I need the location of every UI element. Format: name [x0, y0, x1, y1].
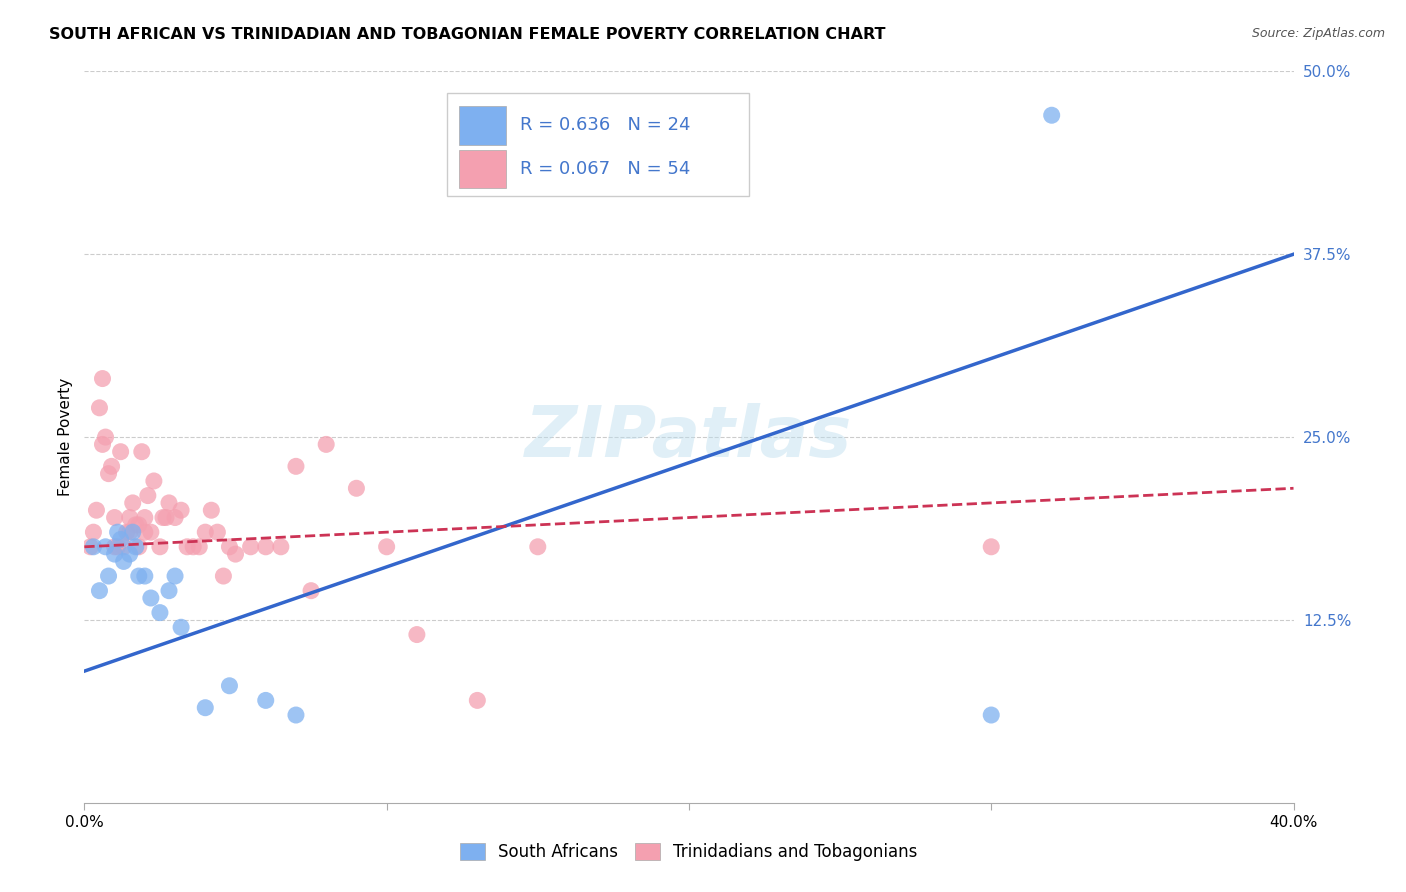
Text: Source: ZipAtlas.com: Source: ZipAtlas.com [1251, 27, 1385, 40]
Point [110, 444, 132, 458]
Text: ZIPatlas: ZIPatlas [526, 402, 852, 472]
Point [181, 540, 204, 554]
Point [115, 525, 138, 540]
Point [94, 540, 117, 554]
Point [112, 554, 135, 568]
Point [285, 459, 308, 474]
Point [100, 459, 122, 474]
Text: R = 0.067   N = 54: R = 0.067 N = 54 [520, 161, 690, 178]
Point [89, 583, 111, 598]
Point [131, 444, 153, 458]
Point [118, 510, 141, 524]
Point [406, 627, 429, 641]
Point [86, 503, 108, 517]
Point [157, 583, 180, 598]
Point [218, 540, 240, 554]
Point [239, 540, 262, 554]
Point [254, 540, 277, 554]
Point [134, 569, 156, 583]
Point [176, 540, 198, 554]
Point [149, 540, 172, 554]
Point [218, 679, 240, 693]
Point [128, 517, 150, 532]
Point [315, 437, 337, 451]
Point [225, 547, 247, 561]
Point [212, 569, 235, 583]
Point [79, 540, 101, 554]
Point [110, 533, 132, 547]
Point [980, 708, 1002, 723]
Point [346, 481, 368, 495]
Point [467, 693, 489, 707]
Point [118, 547, 141, 561]
Point [107, 540, 129, 554]
Point [134, 525, 156, 540]
Point [89, 401, 111, 415]
Point [118, 525, 141, 540]
Point [142, 474, 165, 488]
FancyBboxPatch shape [460, 151, 506, 188]
Point [170, 503, 193, 517]
Point [207, 525, 229, 540]
FancyBboxPatch shape [460, 106, 506, 145]
Point [170, 620, 193, 634]
Point [91, 371, 114, 385]
Point [107, 525, 129, 540]
Point [121, 496, 143, 510]
Point [980, 540, 1002, 554]
Point [527, 540, 550, 554]
Point [97, 467, 120, 481]
Point [104, 547, 127, 561]
Point [270, 540, 292, 554]
Point [125, 517, 148, 532]
Point [139, 525, 162, 540]
Point [194, 525, 217, 540]
Point [299, 583, 322, 598]
FancyBboxPatch shape [447, 94, 749, 195]
Point [149, 606, 172, 620]
Point [112, 540, 135, 554]
Point [134, 510, 156, 524]
Legend: South Africans, Trinidadians and Tobagonians: South Africans, Trinidadians and Tobagon… [453, 836, 925, 868]
Point [285, 708, 308, 723]
Point [254, 693, 277, 707]
Point [97, 569, 120, 583]
Point [194, 700, 217, 714]
Point [136, 489, 159, 503]
Point [200, 503, 222, 517]
Point [1040, 108, 1063, 122]
Point [375, 540, 398, 554]
Y-axis label: Female Poverty: Female Poverty [58, 378, 73, 496]
Point [91, 437, 114, 451]
Point [155, 510, 177, 524]
Point [165, 510, 187, 524]
Point [104, 510, 127, 524]
Point [94, 430, 117, 444]
Point [82, 540, 104, 554]
Point [121, 525, 143, 540]
Text: SOUTH AFRICAN VS TRINIDADIAN AND TOBAGONIAN FEMALE POVERTY CORRELATION CHART: SOUTH AFRICAN VS TRINIDADIAN AND TOBAGON… [49, 27, 886, 42]
Point [128, 540, 150, 554]
Point [82, 525, 104, 540]
Point [128, 569, 150, 583]
Point [104, 540, 127, 554]
Point [188, 540, 211, 554]
Text: R = 0.636   N = 24: R = 0.636 N = 24 [520, 117, 690, 135]
Point [139, 591, 162, 605]
Point [125, 540, 148, 554]
Point [157, 496, 180, 510]
Point [165, 569, 187, 583]
Point [152, 510, 174, 524]
